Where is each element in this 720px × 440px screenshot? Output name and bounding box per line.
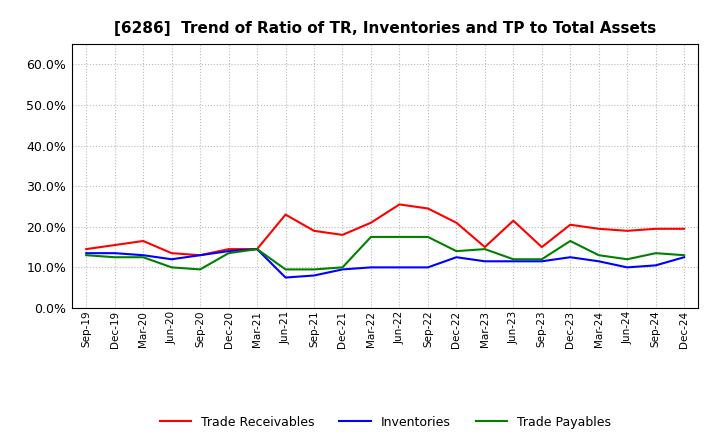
Title: [6286]  Trend of Ratio of TR, Inventories and TP to Total Assets: [6286] Trend of Ratio of TR, Inventories… — [114, 21, 657, 36]
Trade Payables — [395, 234, 404, 239]
Trade Receivables — [595, 226, 603, 231]
Trade Receivables — [282, 212, 290, 217]
Trade Payables — [338, 265, 347, 270]
Trade Payables — [509, 257, 518, 262]
Trade Payables — [282, 267, 290, 272]
Trade Receivables — [110, 242, 119, 248]
Inventories — [480, 259, 489, 264]
Trade Receivables — [395, 202, 404, 207]
Trade Payables — [623, 257, 631, 262]
Inventories — [423, 265, 432, 270]
Trade Payables — [566, 238, 575, 244]
Trade Receivables — [225, 246, 233, 252]
Trade Receivables — [366, 220, 375, 225]
Trade Receivables — [338, 232, 347, 238]
Inventories — [139, 253, 148, 258]
Trade Receivables — [452, 220, 461, 225]
Trade Receivables — [537, 245, 546, 250]
Trade Receivables — [139, 238, 148, 244]
Trade Payables — [82, 253, 91, 258]
Inventories — [167, 257, 176, 262]
Inventories — [366, 265, 375, 270]
Trade Payables — [652, 250, 660, 256]
Inventories — [566, 255, 575, 260]
Inventories — [225, 249, 233, 254]
Trade Receivables — [82, 246, 91, 252]
Trade Receivables — [423, 206, 432, 211]
Inventories — [680, 255, 688, 260]
Inventories — [452, 255, 461, 260]
Trade Payables — [310, 267, 318, 272]
Line: Trade Receivables: Trade Receivables — [86, 205, 684, 255]
Inventories — [282, 275, 290, 280]
Trade Payables — [225, 250, 233, 256]
Trade Payables — [366, 234, 375, 239]
Inventories — [253, 246, 261, 252]
Line: Inventories: Inventories — [86, 249, 684, 278]
Inventories — [623, 265, 631, 270]
Inventories — [652, 263, 660, 268]
Inventories — [82, 250, 91, 256]
Trade Payables — [253, 246, 261, 252]
Trade Payables — [167, 265, 176, 270]
Inventories — [338, 267, 347, 272]
Inventories — [310, 273, 318, 278]
Trade Receivables — [566, 222, 575, 227]
Trade Receivables — [623, 228, 631, 234]
Trade Payables — [680, 253, 688, 258]
Trade Payables — [196, 267, 204, 272]
Trade Payables — [595, 253, 603, 258]
Trade Payables — [139, 255, 148, 260]
Inventories — [110, 250, 119, 256]
Trade Payables — [423, 234, 432, 239]
Trade Receivables — [509, 218, 518, 224]
Trade Receivables — [167, 250, 176, 256]
Trade Receivables — [480, 245, 489, 250]
Trade Payables — [480, 246, 489, 252]
Inventories — [537, 259, 546, 264]
Trade Receivables — [196, 253, 204, 258]
Trade Payables — [110, 255, 119, 260]
Inventories — [196, 253, 204, 258]
Trade Receivables — [680, 226, 688, 231]
Trade Receivables — [253, 246, 261, 252]
Inventories — [509, 259, 518, 264]
Line: Trade Payables: Trade Payables — [86, 237, 684, 269]
Inventories — [595, 259, 603, 264]
Trade Receivables — [310, 228, 318, 234]
Trade Payables — [452, 249, 461, 254]
Legend: Trade Receivables, Inventories, Trade Payables: Trade Receivables, Inventories, Trade Pa… — [155, 411, 616, 434]
Trade Receivables — [652, 226, 660, 231]
Trade Payables — [537, 257, 546, 262]
Inventories — [395, 265, 404, 270]
